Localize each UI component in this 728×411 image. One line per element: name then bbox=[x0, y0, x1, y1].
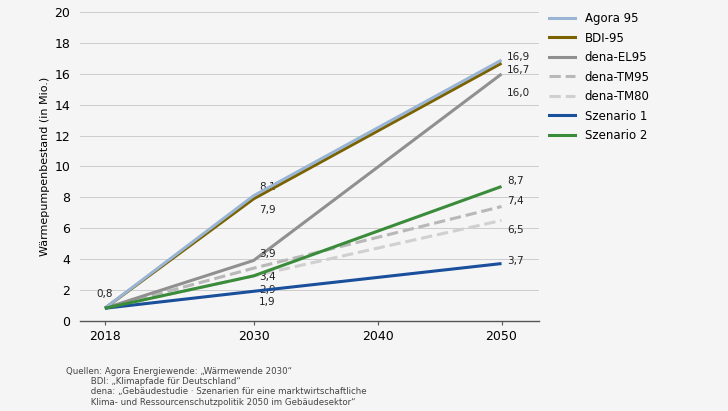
Y-axis label: Wärmepumpenbestand (in Mio.): Wärmepumpenbestand (in Mio.) bbox=[40, 77, 50, 256]
Text: 7,4: 7,4 bbox=[507, 196, 523, 206]
Text: 16,9: 16,9 bbox=[507, 52, 530, 62]
Text: 0,8: 0,8 bbox=[97, 289, 113, 298]
Text: 1,9: 1,9 bbox=[259, 298, 276, 307]
Text: 3,7: 3,7 bbox=[507, 256, 523, 266]
Text: 16,0: 16,0 bbox=[507, 88, 530, 98]
Text: Quellen: Agora Energiewende: „Wärmewende 2030“
         BDI: „Klimapfade für Deu: Quellen: Agora Energiewende: „Wärmewende… bbox=[66, 367, 366, 407]
Text: 16,7: 16,7 bbox=[507, 65, 530, 75]
Text: 8,7: 8,7 bbox=[507, 176, 523, 186]
Text: 2,9: 2,9 bbox=[259, 285, 276, 295]
Text: 3,9: 3,9 bbox=[259, 249, 276, 259]
Text: 8,1: 8,1 bbox=[259, 182, 276, 192]
Text: 7,9: 7,9 bbox=[259, 205, 276, 215]
Text: 3,4: 3,4 bbox=[259, 272, 276, 282]
Text: 6,5: 6,5 bbox=[507, 225, 523, 235]
Legend: Agora 95, BDI-95, dena-EL95, dena-TM95, dena-TM80, Szenario 1, Szenario 2: Agora 95, BDI-95, dena-EL95, dena-TM95, … bbox=[549, 12, 649, 142]
